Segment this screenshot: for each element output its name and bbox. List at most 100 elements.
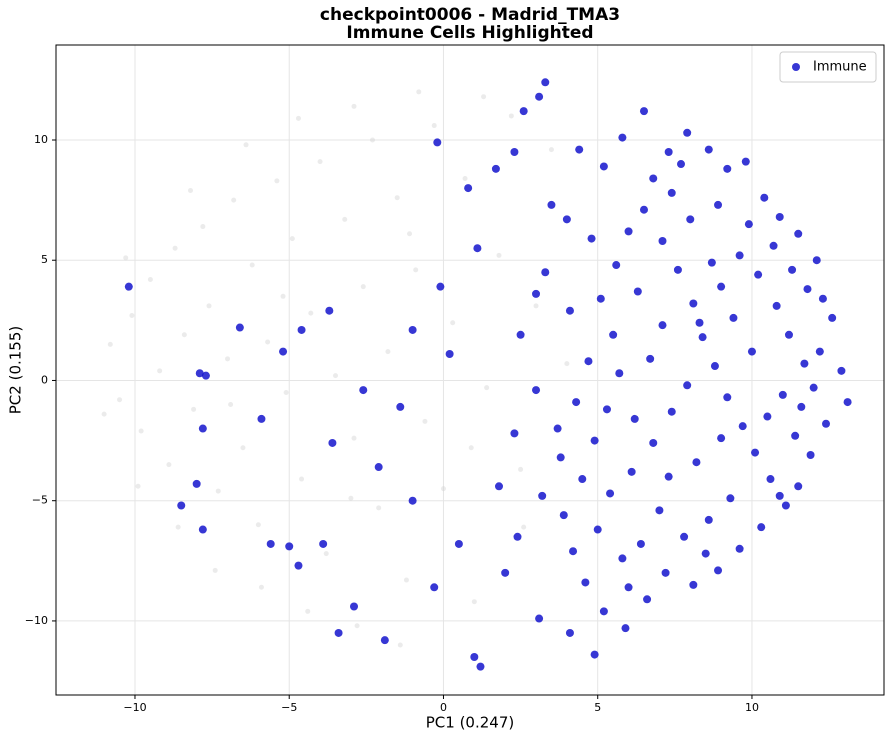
immune-point [624, 583, 633, 592]
background-point [157, 368, 163, 374]
immune-point [559, 511, 568, 520]
background-point [370, 137, 376, 143]
immune-point [297, 325, 306, 334]
background-point [265, 339, 271, 345]
immune-point [809, 383, 818, 392]
immune-point [615, 369, 624, 378]
immune-point [565, 306, 574, 315]
background-point [518, 466, 524, 472]
background-point [231, 197, 237, 203]
immune-point [683, 128, 692, 137]
immune-point [714, 566, 723, 575]
background-point [101, 411, 107, 417]
immune-point [612, 261, 621, 270]
immune-point [624, 227, 633, 236]
immune-point [328, 438, 337, 447]
immune-point [516, 330, 525, 339]
y-tick-label: −5 [32, 494, 48, 507]
background-point [440, 486, 446, 492]
immune-point [717, 282, 726, 291]
immune-point [658, 321, 667, 330]
background-point [416, 89, 422, 95]
chart-subtitle: Immune Cells Highlighted [346, 23, 593, 43]
immune-point [735, 544, 744, 553]
background-point [548, 147, 554, 153]
background-point [354, 623, 360, 629]
immune-point [828, 313, 837, 322]
immune-point [177, 501, 186, 510]
immune-point [587, 234, 596, 243]
immune-point [578, 475, 587, 484]
x-tick-label: 10 [745, 701, 759, 714]
immune-point [510, 148, 519, 157]
x-tick-label: −10 [123, 701, 146, 714]
immune-point [661, 568, 670, 577]
immune-point [763, 412, 772, 421]
y-tick-label: 10 [34, 133, 48, 146]
background-point [258, 584, 264, 590]
immune-point [285, 542, 294, 551]
legend-label: Immune [813, 60, 867, 75]
immune-point [599, 607, 608, 616]
immune-point [470, 653, 479, 662]
immune-point [704, 515, 713, 524]
immune-point [772, 301, 781, 310]
immune-point [627, 467, 636, 476]
immune-point [195, 369, 204, 378]
immune-point [680, 532, 689, 541]
background-point [317, 159, 323, 165]
immune-point [575, 145, 584, 154]
immune-point [266, 539, 275, 548]
immune-point [380, 636, 389, 645]
immune-point [667, 188, 676, 197]
background-point [215, 488, 221, 494]
immune-point [433, 138, 442, 147]
background-point [468, 445, 474, 451]
immune-point [788, 265, 797, 274]
immune-point [476, 662, 485, 671]
immune-point [235, 323, 244, 332]
immune-point [692, 458, 701, 467]
chart-title: checkpoint0006 - Madrid_TMA3 [320, 5, 620, 25]
background-point [431, 123, 437, 129]
background-point [123, 255, 129, 261]
immune-point [334, 628, 343, 637]
immune-point [464, 184, 473, 193]
immune-point [815, 347, 824, 356]
immune-point [374, 463, 383, 472]
immune-point [781, 501, 790, 510]
background-point [308, 310, 314, 316]
immune-point [800, 359, 809, 368]
legend-box [779, 51, 877, 83]
immune-point [760, 193, 769, 202]
background-point [496, 252, 502, 258]
immune-point [501, 568, 510, 577]
background-point [172, 245, 178, 251]
immune-point [704, 145, 713, 154]
immune-point [766, 475, 775, 484]
immune-point [729, 313, 738, 322]
y-tick-label: 0 [41, 373, 48, 386]
background-point [191, 406, 197, 412]
immune-point [541, 78, 550, 87]
immune-point [319, 539, 328, 548]
background-point [351, 103, 357, 109]
immune-point [747, 347, 756, 356]
immune-point [572, 398, 581, 407]
immune-point [639, 107, 648, 116]
background-point [376, 505, 382, 511]
immune-point [689, 299, 698, 308]
background-point [249, 262, 255, 268]
background-point [138, 428, 144, 434]
immune-point [535, 92, 544, 101]
background-point [305, 608, 311, 614]
immune-point [494, 482, 503, 491]
immune-point [584, 357, 593, 366]
immune-point [664, 148, 673, 157]
background-point [225, 356, 231, 362]
x-tick-label: −5 [281, 701, 297, 714]
x-axis-label: PC1 (0.247) [426, 714, 514, 732]
background-point [255, 522, 261, 528]
immune-point [707, 258, 716, 267]
immune-point [510, 429, 519, 438]
